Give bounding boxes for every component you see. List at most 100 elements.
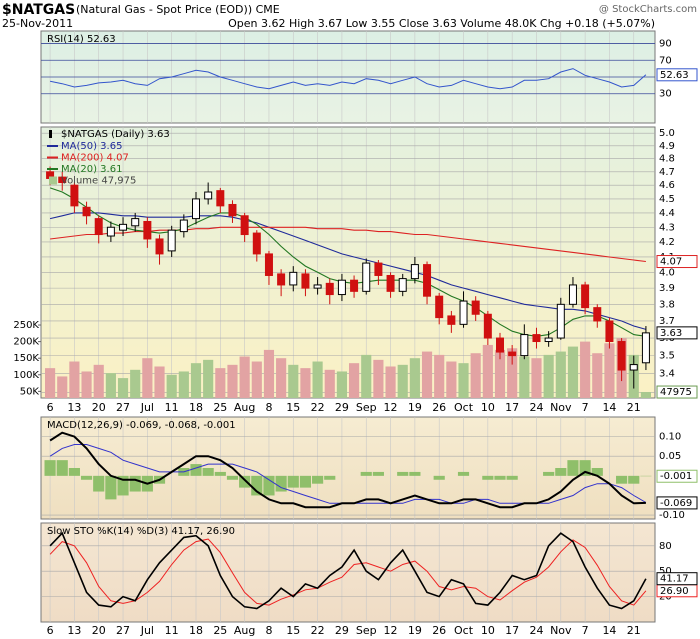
x-tick-label: 27 (116, 401, 130, 414)
x-tick-label: 26 (432, 624, 446, 637)
candle-body (471, 300, 480, 315)
panel-background (40, 126, 656, 399)
candle-body (520, 334, 529, 357)
y2-tick-label: 200K (13, 337, 39, 348)
histogram-bar (202, 468, 214, 476)
credit: @ StockCharts.com (599, 4, 697, 15)
x-tick-label: 11 (165, 624, 179, 637)
x-tick-label: 20 (92, 624, 106, 637)
candle-body (568, 284, 577, 305)
y-tick-label: 3.7 (659, 316, 675, 327)
y-tick-label: 4.5 (659, 194, 675, 205)
histogram-bar (275, 475, 287, 492)
histogram-bar (80, 475, 93, 480)
histogram-bar (591, 468, 603, 476)
volume-bar (446, 361, 457, 398)
value-tag-box (656, 255, 698, 269)
candle-body (192, 198, 200, 220)
volume-bar (349, 363, 360, 398)
x-tick-label: Aug (234, 624, 255, 637)
series-line (49, 68, 647, 90)
value-tag-box (656, 68, 698, 82)
x-tick-label: 29 (335, 624, 349, 637)
x-tick-label: 18 (189, 624, 203, 637)
description: (Natural Gas - Spot Price (EOD)) CME (76, 3, 280, 16)
candle-body (593, 307, 602, 322)
y-tick-label: 4.4 (659, 208, 675, 219)
volume-bar (166, 374, 177, 398)
candle-body (58, 176, 67, 183)
candle-body (581, 284, 590, 309)
value-tag-box (656, 385, 698, 399)
histogram-bar (226, 475, 239, 480)
symbol: $NATGAS (2, 2, 75, 18)
candle-body (386, 274, 395, 292)
panel-title: Slow STO %K(14) %D(3) 41.17, 26.90 (47, 526, 235, 537)
x-tick-label: 29 (335, 401, 349, 414)
candle-body (119, 223, 128, 231)
y-tick-label: 30 (659, 89, 672, 100)
value-tag: 4.07 (660, 257, 682, 268)
volume-bar (592, 353, 603, 398)
value-tag: 26.90 (660, 586, 689, 597)
x-tick-label: Jul (140, 624, 154, 637)
candle-body (532, 334, 541, 343)
x-tick-label: 13 (67, 401, 81, 414)
candle-body (459, 300, 468, 325)
volume-bar (409, 358, 420, 398)
candle-body (496, 337, 504, 353)
histogram-bar (68, 468, 80, 476)
y-tick-label: 3.8 (659, 299, 675, 310)
candle-body (228, 203, 237, 217)
y-tick-label: 4.3 (659, 222, 675, 233)
x-tick-label: Oct (454, 624, 474, 637)
volume-bar (531, 358, 542, 398)
histogram-bar (567, 460, 579, 476)
x-tick-label: 22 (311, 401, 325, 414)
x-tick-label: 8 (265, 401, 272, 414)
volume-bar (45, 368, 56, 398)
histogram-bar (360, 471, 372, 476)
histogram-bar (214, 471, 226, 476)
y-tick-label: 4.2 (659, 237, 675, 248)
legend-label: MA(20) 3.61 (61, 164, 122, 175)
candle-body (94, 218, 103, 236)
volume-bar (69, 361, 80, 398)
histogram-bar (129, 475, 141, 492)
histogram-bar (93, 475, 105, 492)
y-tick-label: 5.0 (659, 128, 675, 139)
volume-bar (130, 369, 141, 398)
x-tick-label: 7 (582, 624, 589, 637)
x-tick-label: 10 (481, 401, 495, 414)
volume-bar (555, 351, 566, 398)
volume-bar (567, 346, 579, 398)
histogram-bar (543, 471, 555, 476)
volume-bar (385, 366, 396, 398)
volume-bar (470, 353, 481, 398)
candle-body (131, 218, 140, 227)
x-tick-label: 13 (67, 624, 81, 637)
candle-body (204, 191, 213, 200)
value-tag: 3.63 (660, 328, 682, 339)
legend-label: MA(50) 3.65 (61, 141, 122, 152)
y-tick-label: 90 (659, 39, 672, 50)
candle-body (423, 264, 432, 297)
candle-body (167, 229, 176, 252)
volume-bar (93, 364, 104, 398)
histogram-bar (616, 475, 628, 484)
value-tag: -0.069 (660, 498, 692, 509)
histogram-bar (44, 460, 56, 476)
x-tick-label: Sep (356, 624, 377, 637)
histogram-bar (117, 475, 129, 496)
x-tick-label: 17 (505, 401, 519, 414)
candle-body (374, 262, 383, 276)
x-tick-label: 6 (47, 624, 54, 637)
volume-bar (142, 358, 153, 398)
panel-title: $NATGAS (Daily) 3.63 (61, 129, 170, 140)
candle-body (301, 273, 310, 289)
y-tick-label: 4.6 (659, 180, 675, 191)
x-tick-label: Sep (356, 401, 377, 414)
volume-bar (203, 359, 214, 398)
y-tick-label: 80 (659, 541, 672, 552)
x-tick-label: 25 (213, 401, 227, 414)
